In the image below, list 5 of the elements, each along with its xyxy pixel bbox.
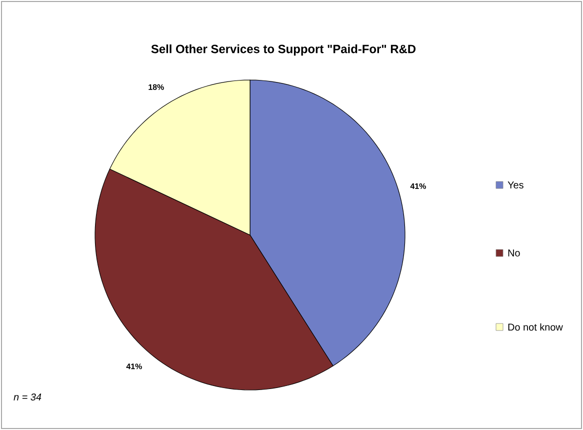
chart-title: Sell Other Services to Support "Paid-For" R&D (151, 44, 416, 56)
legend-label: No (508, 250, 520, 256)
text: n = 34 (14, 393, 42, 401)
legend-label: Yes (508, 182, 524, 188)
legend-label: Do not know (508, 323, 563, 331)
